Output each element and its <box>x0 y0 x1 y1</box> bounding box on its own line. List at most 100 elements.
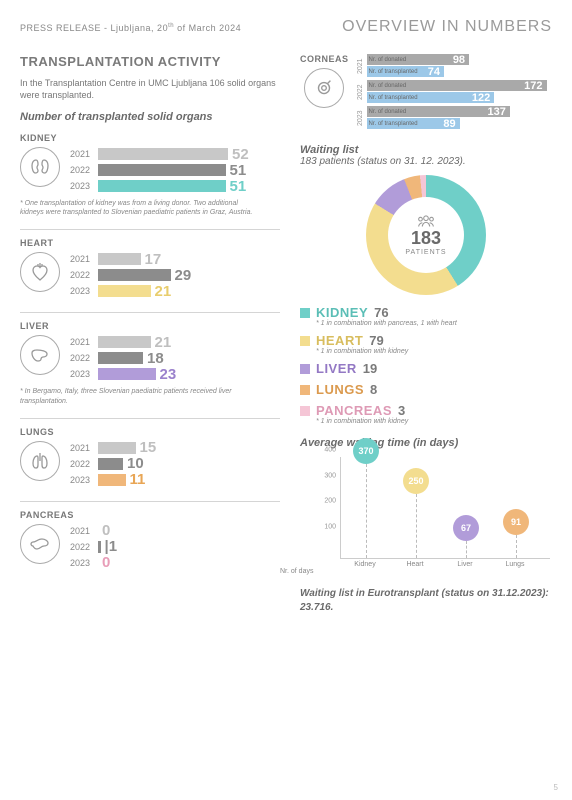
bar-value: 18 <box>147 350 164 367</box>
organ-title: PANCREAS <box>20 510 280 520</box>
cornea-bar-label: Nr. of donated <box>369 109 407 115</box>
intro-text: In the Transplantation Centre in UMC Lju… <box>20 77 280 101</box>
legend-item: LUNGS 8 <box>300 382 552 397</box>
cornea-year-group: 2022Nr. of donated172Nr. of transplanted… <box>357 80 552 104</box>
bar-row: 202321 <box>70 284 280 298</box>
lollipop-ball: 91 <box>503 509 529 535</box>
lollipop-stem <box>366 464 367 558</box>
organ-block-pancreas: PANCREAS 20210 2022 |120230 <box>20 510 280 572</box>
legend-value: 79 <box>369 333 383 348</box>
x-label: Lungs <box>490 561 540 577</box>
page-header: PRESS RELEASE - Ljubljana, 20th of March… <box>20 18 552 36</box>
bar <box>98 442 136 454</box>
lungs-icon <box>20 441 60 481</box>
bar <box>98 541 101 553</box>
organ-block-lungs: LUNGS202115202210202311 <box>20 427 280 489</box>
cornea-bar-row: Nr. of transplanted 74 <box>367 66 552 77</box>
cornea-bar-label: Nr. of transplanted <box>369 69 418 75</box>
lollipop-stem <box>416 494 417 558</box>
cornea-bar-label: Nr. of donated <box>369 57 407 63</box>
bar-value: 15 <box>140 439 157 456</box>
year-label: 2023 <box>70 558 98 568</box>
organ-note: * One transplantation of kidney was from… <box>20 199 260 217</box>
waiting-title: Waiting list <box>300 144 552 156</box>
cornea-value: 172 <box>524 80 542 92</box>
legend-name: LUNGS <box>316 382 364 397</box>
donut-chart: 183 PATIENTS <box>300 175 552 295</box>
year-label: 2021 <box>70 254 98 264</box>
year-label: 2022 <box>70 542 98 552</box>
x-label: Kidney <box>340 561 390 577</box>
overview-title: OVERVIEW IN NUMBERS <box>342 18 552 36</box>
legend-item: HEART79* 1 in combination with kidney <box>300 333 552 355</box>
year-label: 2022 <box>70 165 98 175</box>
bar <box>98 368 156 380</box>
x-axis-label: Nr. of days <box>280 568 313 575</box>
cornea-bar-label: Nr. of transplanted <box>369 121 418 127</box>
eye-icon <box>304 68 344 108</box>
page-number: 5 <box>554 783 558 792</box>
year-label: 2023 <box>70 181 98 191</box>
bar-value: 23 <box>160 366 177 383</box>
bar-row: 202229 <box>70 268 280 282</box>
bar <box>98 148 228 160</box>
bar-value: 11 <box>130 471 146 488</box>
corneas-block: CORNEAS 2021Nr. of donated98Nr. of trans… <box>300 54 552 132</box>
right-column: CORNEAS 2021Nr. of donated98Nr. of trans… <box>300 54 552 615</box>
legend-value: 8 <box>370 382 377 397</box>
legend-name: LIVER <box>316 361 357 376</box>
people-icon <box>415 214 437 228</box>
legend-swatch <box>300 308 310 318</box>
bar-row: 20210 <box>70 524 280 538</box>
y-tick: 400 <box>324 447 336 454</box>
legend-value: 76 <box>374 305 388 320</box>
divider <box>20 312 280 313</box>
heart-icon <box>20 252 60 292</box>
bar <box>98 336 151 348</box>
cornea-bar-row: Nr. of transplanted122 <box>367 92 552 103</box>
avg-wait-title: Average waiting time (in days) <box>300 437 552 449</box>
cornea-value: 74 <box>428 66 440 78</box>
organ-title: KIDNEY <box>20 133 280 143</box>
bar-value: 21 <box>155 334 172 351</box>
year-label: 2021 <box>70 337 98 347</box>
press-release-line: PRESS RELEASE - Ljubljana, 20th of March… <box>20 23 241 33</box>
legend-swatch <box>300 336 310 346</box>
organ-title: LUNGS <box>20 427 280 437</box>
cornea-bar-row: Nr. of donated172 <box>367 80 552 91</box>
cornea-year-group: 2021Nr. of donated98Nr. of transplanted7… <box>357 54 552 78</box>
y-tick: 300 <box>324 472 336 479</box>
bar <box>98 285 151 297</box>
cornea-value: 122 <box>472 92 490 104</box>
bar-value: 51 <box>230 162 247 179</box>
lollipop-ball: 67 <box>453 515 479 541</box>
bar-value: 10 <box>127 455 144 472</box>
year-label: 2022 <box>70 353 98 363</box>
legend-value: 3 <box>398 403 405 418</box>
organ-title: HEART <box>20 238 280 248</box>
legend-item: LIVER19 <box>300 361 552 376</box>
y-tick: 100 <box>324 523 336 530</box>
bar-value: |1 <box>105 538 118 555</box>
organ-note: * In Bergamo, Italy, three Slovenian pae… <box>20 387 260 405</box>
cornea-bar-row: Nr. of donated 98 <box>367 54 552 65</box>
bar-row: 20230 <box>70 556 280 570</box>
lollipop-ball: 370 <box>353 438 379 464</box>
bar-row: 202152 <box>70 147 280 161</box>
donut-label: PATIENTS <box>405 249 446 256</box>
legend-note: * 1 in combination with pancreas, 1 with… <box>316 320 552 327</box>
x-label: Liver <box>440 561 490 577</box>
lollipop-stem <box>516 535 517 558</box>
legend-name: HEART <box>316 333 363 348</box>
cornea-value: 98 <box>453 54 465 66</box>
bar <box>98 458 123 470</box>
legend-name: PANCREAS <box>316 403 392 418</box>
kidney-icon <box>20 147 60 187</box>
cornea-value: 89 <box>443 118 455 130</box>
lollipop-ball: 250 <box>403 468 429 494</box>
bar-row: 202115 <box>70 441 280 455</box>
legend-name: KIDNEY <box>316 305 368 320</box>
legend-swatch <box>300 406 310 416</box>
bar-row: 2021 21 <box>70 335 280 349</box>
divider <box>20 229 280 230</box>
